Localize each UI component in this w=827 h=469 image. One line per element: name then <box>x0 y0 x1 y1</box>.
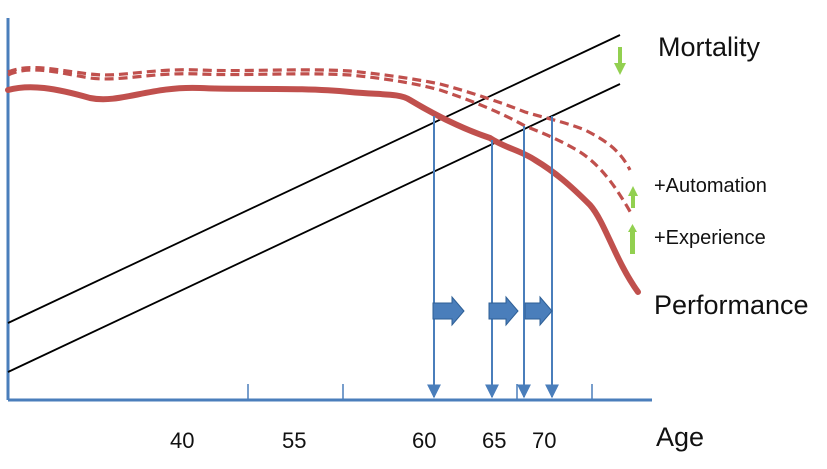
performance-label: Performance <box>654 290 809 320</box>
performance-curve-experience <box>7 68 634 216</box>
x-tick-label: 70 <box>532 428 556 453</box>
x-tick-label: 65 <box>482 428 506 453</box>
down-arrow-icon <box>614 47 626 75</box>
x-axis-label: Age <box>656 422 704 452</box>
x-tick-label: 60 <box>412 428 436 453</box>
mortality-line-upper <box>7 34 621 324</box>
mortality-label: Mortality <box>658 32 761 62</box>
x-tick-label: 40 <box>170 428 194 453</box>
mortality-line-lower <box>7 83 621 373</box>
right-arrow-icon <box>488 295 519 327</box>
automation-label: +Automation <box>654 175 767 197</box>
performance-curve-automation <box>7 66 632 171</box>
right-arrow-icon <box>524 295 553 327</box>
experience-label: +Experience <box>654 227 766 249</box>
x-tick-label: 55 <box>282 428 306 453</box>
up-arrow-icon <box>628 224 637 254</box>
right-arrow-icon <box>432 295 465 327</box>
up-arrow-icon <box>628 186 638 208</box>
performance-curve <box>5 84 641 295</box>
